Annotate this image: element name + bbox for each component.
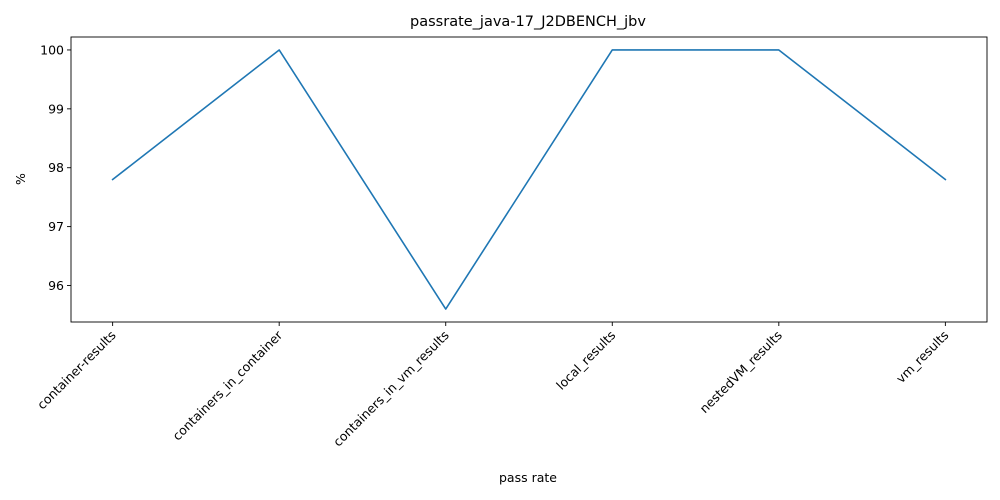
x-tick-label: containers_in_container [169,327,285,443]
chart-title: passrate_java-17_J2DBENCH_jbv [410,14,646,30]
y-axis-label: % [13,173,28,185]
x-tick-label: vm_results [893,328,951,386]
x-axis-label: pass rate [499,470,557,485]
axes-frame [70,36,988,323]
series-line [111,49,947,310]
y-tick-label: 100 [40,42,64,57]
plot-area [111,49,947,310]
y-tick-label: 96 [48,278,64,293]
y-tick-label: 98 [48,160,64,175]
x-tick-label: containers_in_vm_results [330,328,452,450]
x-tick-label: local_results [553,328,618,393]
y-tick-label: 99 [48,101,64,116]
x-axis: container-results containers_in_container… [34,322,951,449]
y-axis: 96 97 98 99 100 [40,42,71,293]
x-tick-label: nestedVM_results [696,328,784,416]
x-tick-label: container-results [34,328,119,413]
y-tick-label: 97 [48,219,64,234]
